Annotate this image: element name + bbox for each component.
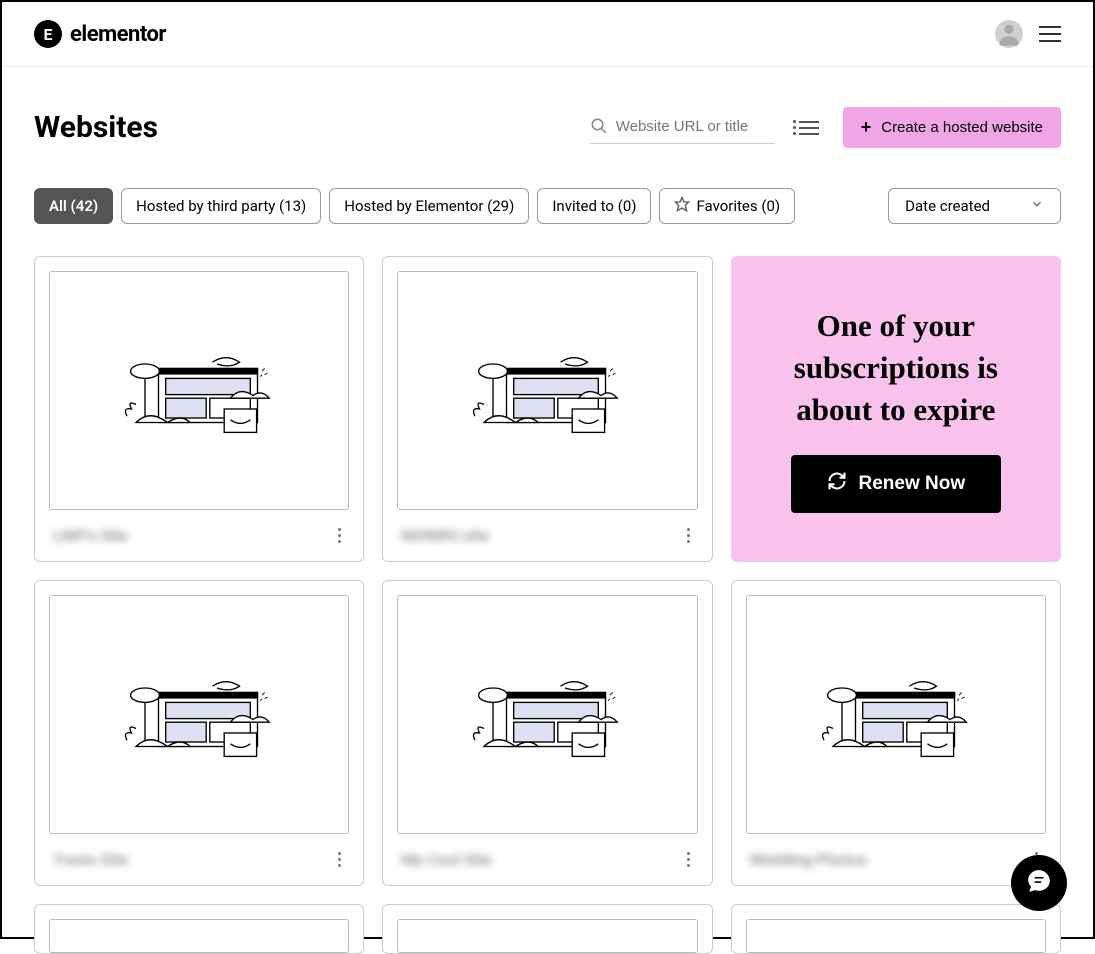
search-wrapper — [590, 111, 775, 144]
card-menu-icon[interactable] — [683, 848, 694, 871]
brand-name: elementor — [70, 22, 166, 47]
list-view-icon[interactable] — [799, 121, 819, 135]
brand-logo[interactable]: E elementor — [34, 20, 166, 48]
chat-icon — [1026, 868, 1052, 898]
sort-dropdown[interactable]: Date created — [888, 188, 1061, 224]
filters-row: All (42) Hosted by third party (13) Host… — [34, 188, 1061, 224]
card-menu-icon[interactable] — [334, 848, 345, 871]
website-card[interactable]: MONRO site — [382, 256, 712, 562]
refresh-icon — [827, 471, 847, 497]
card-footer: Travis Site — [49, 848, 349, 871]
chat-fab-button[interactable] — [1011, 855, 1067, 911]
search-input[interactable] — [616, 118, 766, 135]
card-title: Wedding Photos — [750, 850, 867, 869]
card-footer: LMP's Site — [49, 524, 349, 547]
card-title: LMP's Site — [53, 526, 128, 545]
title-actions: + Create a hosted website — [590, 107, 1061, 148]
card-menu-icon[interactable] — [334, 524, 345, 547]
card-thumbnail — [397, 271, 697, 510]
filter-favorites[interactable]: Favorites (0) — [659, 188, 795, 224]
card-footer: MONRO site — [397, 524, 697, 547]
title-row: Websites + Create a hosted website — [34, 107, 1061, 148]
card-thumbnail — [397, 919, 697, 953]
search-icon — [590, 117, 608, 135]
card-footer: Wedding Photos — [746, 848, 1046, 871]
sort-selected: Date created — [905, 197, 990, 215]
plus-icon: + — [861, 117, 872, 138]
filter-elementor[interactable]: Hosted by Elementor (29) — [329, 188, 529, 224]
user-avatar[interactable] — [995, 20, 1023, 48]
placeholder-illustration — [457, 336, 637, 446]
placeholder-illustration — [109, 660, 289, 770]
website-card[interactable]: LMP's Site — [34, 256, 364, 562]
card-title: MONRO site — [401, 526, 489, 545]
filter-favorites-label: Favorites (0) — [696, 197, 780, 215]
website-card[interactable]: Travis Site — [34, 580, 364, 886]
elementor-logo-icon: E — [34, 20, 62, 48]
placeholder-illustration — [806, 660, 986, 770]
website-card[interactable] — [34, 904, 364, 954]
card-menu-icon[interactable] — [683, 524, 694, 547]
main-content: Websites + Create a hosted website All (… — [2, 67, 1093, 954]
website-card[interactable]: My Cool Site — [382, 580, 712, 886]
card-thumbnail — [49, 271, 349, 510]
header-actions — [995, 20, 1061, 48]
placeholder-illustration — [109, 336, 289, 446]
website-card[interactable]: Wedding Photos — [731, 580, 1061, 886]
create-btn-label: Create a hosted website — [881, 119, 1043, 136]
promo-message: One of your subscriptions is about to ex… — [759, 305, 1033, 431]
card-thumbnail — [49, 595, 349, 834]
card-title: Travis Site — [53, 850, 128, 869]
card-thumbnail — [49, 919, 349, 953]
header: E elementor — [2, 2, 1093, 67]
card-thumbnail — [397, 595, 697, 834]
filter-pills: All (42) Hosted by third party (13) Host… — [34, 188, 795, 224]
create-website-button[interactable]: + Create a hosted website — [843, 107, 1061, 148]
renew-btn-label: Renew Now — [859, 473, 966, 495]
website-card[interactable] — [382, 904, 712, 954]
filter-invited[interactable]: Invited to (0) — [537, 188, 651, 224]
websites-grid: LMP's Site — [34, 256, 1061, 954]
website-card[interactable] — [731, 904, 1061, 954]
chevron-down-icon — [1030, 197, 1044, 215]
subscription-promo-card: One of your subscriptions is about to ex… — [731, 256, 1061, 562]
card-thumbnail — [746, 919, 1046, 953]
filter-third-party[interactable]: Hosted by third party (13) — [121, 188, 321, 224]
card-footer: My Cool Site — [397, 848, 697, 871]
renew-button[interactable]: Renew Now — [791, 455, 1002, 513]
card-thumbnail — [746, 595, 1046, 834]
page-title: Websites — [34, 110, 158, 145]
menu-icon[interactable] — [1039, 26, 1061, 42]
placeholder-illustration — [457, 660, 637, 770]
card-title: My Cool Site — [401, 850, 491, 869]
filter-all[interactable]: All (42) — [34, 188, 113, 224]
star-icon — [674, 196, 690, 216]
